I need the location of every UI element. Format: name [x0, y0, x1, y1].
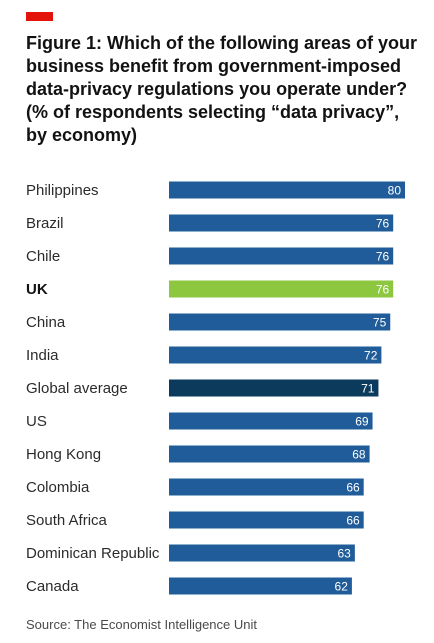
category-label-global-average: Global average — [26, 380, 128, 397]
bar-global-average — [169, 379, 379, 397]
bar-chile — [169, 247, 394, 265]
category-label-us: US — [26, 413, 47, 430]
bar-dominican-republic — [169, 544, 355, 562]
category-label-colombia: Colombia — [26, 479, 90, 496]
category-label-uk: UK — [26, 281, 48, 298]
source-note: Source: The Economist Intelligence Unit — [26, 617, 257, 632]
value-label-chile: 76 — [376, 250, 390, 264]
bar-uk — [169, 280, 394, 298]
category-label-philippines: Philippines — [26, 182, 99, 199]
value-label-colombia: 66 — [346, 481, 360, 495]
value-label-us: 69 — [355, 415, 369, 429]
bar-india — [169, 346, 382, 364]
value-label-china: 75 — [373, 316, 387, 330]
category-label-dominican-republic: Dominican Republic — [26, 545, 160, 562]
value-label-dominican-republic: 63 — [337, 547, 351, 561]
value-label-brazil: 76 — [376, 217, 390, 231]
bar-brazil — [169, 214, 394, 232]
bar-china — [169, 313, 391, 331]
category-label-hong-kong: Hong Kong — [26, 446, 101, 463]
value-label-india: 72 — [364, 349, 378, 363]
bar-canada — [169, 577, 352, 595]
value-label-canada: 62 — [335, 580, 349, 594]
chart-title: Figure 1: Which of the following areas o… — [26, 33, 418, 145]
category-label-canada: Canada — [26, 578, 79, 595]
category-label-chile: Chile — [26, 248, 60, 265]
bar-us — [169, 412, 373, 430]
bar-philippines — [169, 181, 405, 199]
value-label-philippines: 80 — [388, 184, 402, 198]
bar-south-africa — [169, 511, 364, 529]
category-label-china: China — [26, 314, 66, 331]
bar-colombia — [169, 478, 364, 496]
category-label-south-africa: South Africa — [26, 512, 108, 529]
value-label-south-africa: 66 — [346, 514, 360, 528]
red-tag — [26, 12, 53, 21]
category-label-india: India — [26, 347, 59, 364]
value-label-hong-kong: 68 — [352, 448, 366, 462]
category-label-brazil: Brazil — [26, 215, 64, 232]
value-label-global-average: 71 — [361, 382, 375, 396]
bar-hong-kong — [169, 445, 370, 463]
value-label-uk: 76 — [376, 283, 390, 297]
